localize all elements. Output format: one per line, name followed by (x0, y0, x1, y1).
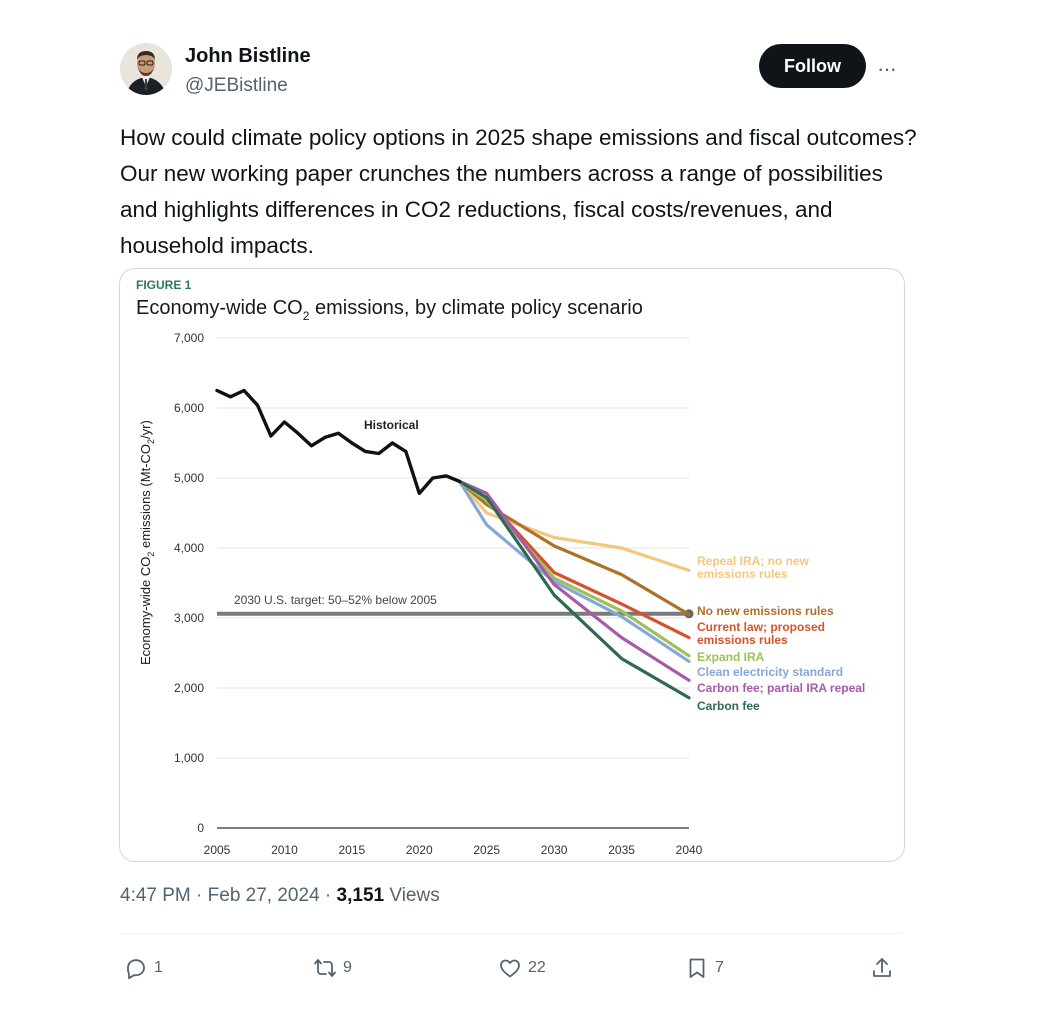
series-label: Current law; proposed (697, 620, 825, 634)
y-tick-label: 6,000 (174, 401, 204, 415)
like-button[interactable]: 22 (498, 953, 546, 983)
chart-title: Economy-wide CO2 emissions, by climate p… (136, 297, 643, 323)
x-tick-label: 2020 (406, 843, 433, 857)
series-line (458, 479, 691, 663)
y-tick-label: 2,000 (174, 681, 204, 695)
y-tick-label: 5,000 (174, 471, 204, 485)
y-tick-label: 0 (197, 821, 204, 835)
series-label: Carbon fee (697, 699, 760, 713)
figure-label: FIGURE 1 (136, 278, 192, 292)
reply-button[interactable]: 1 (124, 953, 163, 983)
tweet-date[interactable]: Feb 27, 2024 (207, 885, 320, 906)
reply-icon (127, 959, 145, 980)
emissions-chart: FIGURE 1 Economy-wide CO2 emissions, by … (136, 278, 865, 857)
x-tick-label: 2025 (473, 843, 500, 857)
series-line (458, 479, 691, 658)
tweet-text: How could climate policy options in 2025… (120, 125, 917, 258)
x-tick-label: 2005 (204, 843, 231, 857)
series-label: Clean electricity standard (697, 665, 843, 679)
y-axis-label: Economy-wide CO2 emissions (Mt-CO2/yr) (138, 420, 156, 665)
bookmark-icon (689, 958, 705, 978)
reply-count: 1 (154, 959, 163, 976)
y-tick-label: 7,000 (174, 331, 204, 345)
tweet-meta: 4:47 PM · Feb 27, 2024 · 3,151 Views (120, 885, 440, 906)
avatar[interactable] (120, 43, 172, 95)
series-line (458, 479, 691, 617)
x-tick-label: 2010 (271, 843, 298, 857)
divider (120, 933, 903, 934)
bookmark-count: 7 (715, 959, 724, 976)
series-line (458, 479, 691, 700)
retweet-count: 9 (343, 959, 352, 976)
series-label: Repeal IRA; no new (697, 554, 810, 568)
historical-label: Historical (364, 418, 419, 432)
retweet-button[interactable]: 9 (313, 953, 352, 983)
more-options-icon[interactable]: ··· (877, 56, 897, 81)
series-label: emissions rules (697, 567, 788, 581)
series-label: No new emissions rules (697, 604, 834, 618)
series-line (458, 479, 691, 682)
target-label: 2030 U.S. target: 50–52% below 2005 (234, 593, 437, 607)
tweet-time[interactable]: 4:47 PM (120, 885, 191, 906)
like-count: 22 (528, 959, 546, 976)
y-tick-label: 3,000 (174, 611, 204, 625)
share-icon (873, 958, 891, 977)
views-count: 3,151 (336, 885, 385, 906)
series-label: emissions rules (697, 633, 788, 647)
like-icon (500, 959, 520, 978)
series-line (458, 479, 691, 572)
author-name[interactable]: John Bistline (185, 45, 311, 67)
series-label: Carbon fee; partial IRA repeal (697, 681, 865, 695)
author-handle[interactable]: @JEBistline (185, 75, 288, 96)
x-tick-label: 2015 (339, 843, 366, 857)
share-button[interactable] (870, 953, 894, 983)
series-label: Expand IRA (697, 650, 765, 664)
follow-button[interactable]: Follow (759, 44, 866, 88)
retweet-icon (314, 959, 336, 977)
historical-line (215, 388, 462, 496)
chart-image-card[interactable]: FIGURE 1 Economy-wide CO2 emissions, by … (119, 268, 905, 862)
y-tick-label: 1,000 (174, 751, 204, 765)
bookmark-button[interactable]: 7 (685, 953, 724, 983)
x-tick-label: 2030 (541, 843, 568, 857)
x-tick-label: 2035 (608, 843, 635, 857)
y-tick-label: 4,000 (174, 541, 204, 555)
views-label: Views (389, 885, 440, 906)
x-tick-label: 2040 (676, 843, 703, 857)
